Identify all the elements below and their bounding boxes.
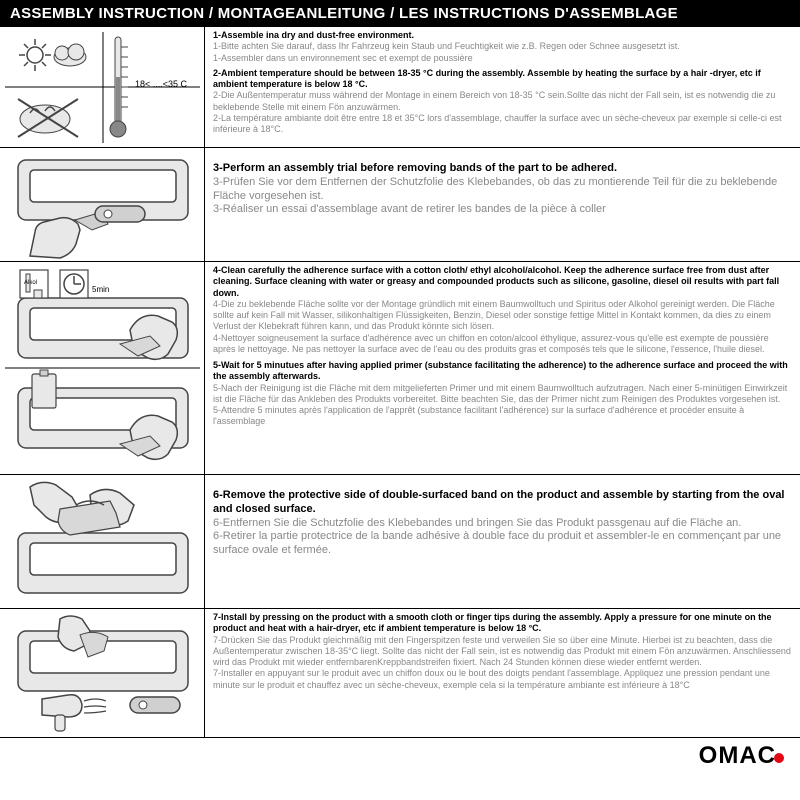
- step-7-fr: 7-Installer en appuyant sur le produit a…: [213, 668, 792, 691]
- icon-cell-3: Alkol 5min: [0, 262, 205, 474]
- text-cell-2: 3-Perform an assembly trial before remov…: [205, 148, 800, 261]
- icon-cell-2: [0, 148, 205, 261]
- instruction-row-2: 3-Perform an assembly trial before remov…: [0, 148, 800, 262]
- logo-red-dot-icon: [774, 753, 784, 763]
- step-4-de: 4-Die zu beklebende Fläche sollte vor de…: [213, 299, 792, 333]
- icon-cell-1: 18< ....<35 C: [0, 27, 205, 147]
- logo-text: OMAC: [699, 742, 776, 769]
- step-7-en: 7-Install by pressing on the product wit…: [213, 612, 792, 635]
- step-1-de: 1-Bitte achten Sie darauf, dass Ihr Fahr…: [213, 41, 792, 52]
- icon-cell-4: [0, 475, 205, 608]
- brand-logo: OMAC: [699, 742, 784, 770]
- text-cell-1: 1-Assemble ina dry and dust-free environ…: [205, 27, 800, 147]
- step-3-fr: 3-Réaliser un essai d'assemblage avant d…: [213, 203, 792, 217]
- instruction-row-4: 6-Remove the protective side of double-s…: [0, 475, 800, 609]
- step-6-de: 6-Entfernen Sie die Schutzfolie des Kleb…: [213, 517, 792, 531]
- step-2-fr: 2-La température ambiante doit être entr…: [213, 113, 792, 136]
- step-1-fr: 1-Assembler dans un environnement sec et…: [213, 53, 792, 64]
- step-5-de: 5-Nach der Reinigung ist die Fläche mit …: [213, 383, 792, 406]
- temp-range-label: 18< ....<35 C: [135, 79, 188, 89]
- instruction-row-3: Alkol 5min 4-Clean carefully the adheren…: [0, 262, 800, 475]
- step-2-en: 2-Ambient temperature should be between …: [213, 68, 792, 91]
- page-title: ASSEMBLY INSTRUCTION / MONTAGEANLEITUNG …: [0, 0, 800, 27]
- step-2-de: 2-Die Außentemperatur muss während der M…: [213, 90, 792, 113]
- logo-row: OMAC: [0, 738, 800, 778]
- step-5-en: 5-Wait for 5 minutues after having appli…: [213, 360, 792, 383]
- step-6-fr: 6-Retirer la partie protectrice de la ba…: [213, 530, 792, 558]
- step-4-en: 4-Clean carefully the adherence surface …: [213, 265, 792, 299]
- step-3-en: 3-Perform an assembly trial before remov…: [213, 162, 792, 176]
- icon-cell-5: [0, 609, 205, 737]
- svg-text:5min: 5min: [92, 285, 109, 294]
- svg-text:Alkol: Alkol: [24, 280, 37, 286]
- step-7-de: 7-Drücken Sie das Produkt gleichmäßig mi…: [213, 635, 792, 669]
- step-6-en: 6-Remove the protective side of double-s…: [213, 489, 792, 517]
- step-1-en: 1-Assemble ina dry and dust-free environ…: [213, 30, 792, 41]
- step-3-de: 3-Prüfen Sie vor dem Entfernen der Schut…: [213, 176, 792, 204]
- instruction-row-1: 18< ....<35 C 1-Assemble ina dry and dus…: [0, 27, 800, 148]
- instruction-row-5: 7-Install by pressing on the product wit…: [0, 609, 800, 738]
- text-cell-4: 6-Remove the protective side of double-s…: [205, 475, 800, 608]
- step-4-fr: 4-Nettoyer soigneusement la surface d'ad…: [213, 333, 792, 356]
- text-cell-3: 4-Clean carefully the adherence surface …: [205, 262, 800, 474]
- text-cell-5: 7-Install by pressing on the product wit…: [205, 609, 800, 737]
- step-5-fr: 5-Attendre 5 minutes après l'application…: [213, 405, 792, 428]
